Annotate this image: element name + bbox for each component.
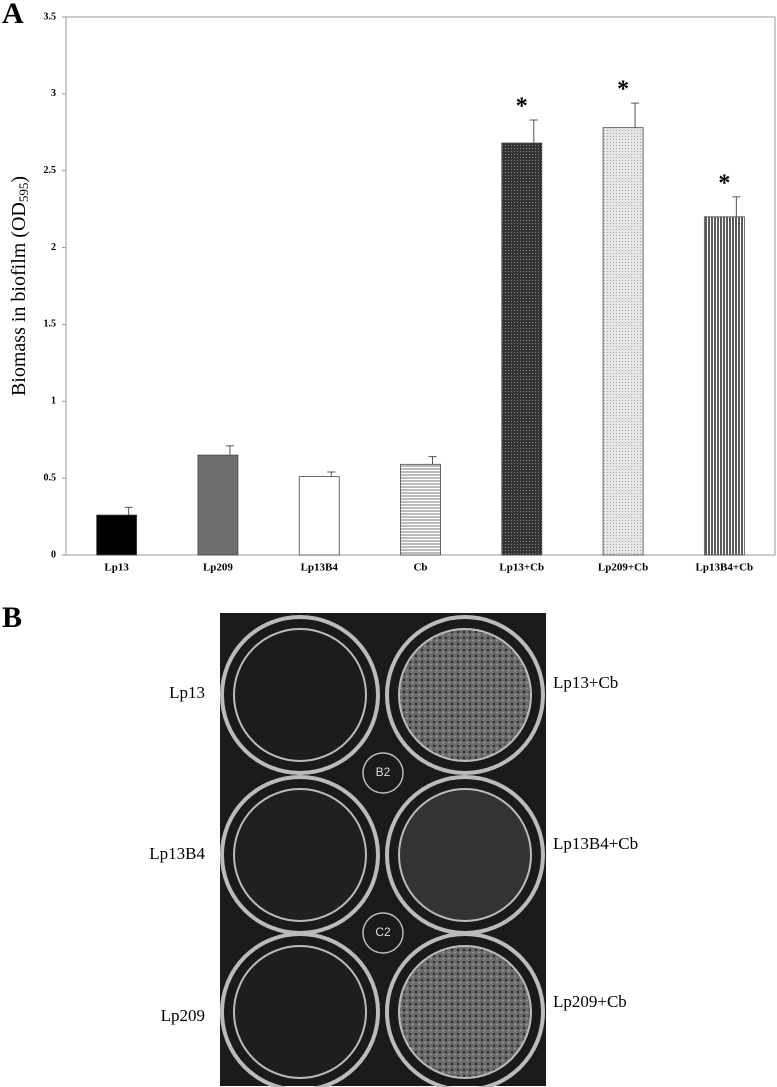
error-bar [631, 102, 640, 128]
significance-mark: * [718, 170, 730, 196]
x-tick-label: Lp13 [104, 562, 129, 574]
well-label: Lp13B4+Cb [553, 834, 638, 853]
error-bar [327, 471, 336, 477]
bar [400, 463, 441, 556]
bar [602, 127, 644, 556]
y-label-sub: 595 [16, 183, 31, 203]
bar [197, 454, 239, 556]
bar [96, 514, 138, 556]
well-label: Lp13+Cb [553, 673, 618, 692]
y-label-end: ) [8, 176, 30, 183]
bar [501, 142, 543, 556]
x-tick-label: Lp209+Cb [598, 562, 648, 574]
bar-group [96, 102, 745, 556]
panel-label: B [2, 601, 22, 634]
panel-label: A [2, 0, 24, 30]
y-tick-label: 0 [51, 549, 56, 560]
error-bar [124, 506, 133, 516]
error-bar [428, 456, 437, 465]
error-bar [529, 119, 538, 144]
bar [703, 216, 745, 556]
x-tick-label: Cb [413, 562, 427, 574]
well-mark: B2 [376, 765, 391, 779]
well-mark: C2 [375, 925, 391, 939]
y-tick-label: 0.5 [44, 472, 57, 483]
significance-mark: * [516, 93, 528, 119]
bar [298, 476, 340, 556]
well-label: Lp13 [169, 683, 205, 702]
y-tick-label: 3.5 [44, 11, 57, 22]
x-tick-label: Lp13B4+Cb [696, 562, 754, 574]
significance-mark: * [617, 77, 629, 103]
y-tick-label: 3 [51, 88, 56, 99]
x-tick-label: Lp13+Cb [499, 562, 544, 574]
y-tick-label: 1 [51, 396, 56, 407]
error-bar [225, 445, 234, 456]
y-tick-label: 2 [51, 242, 56, 253]
well-label: Lp13B4 [149, 844, 205, 863]
y-tick-label: 2.5 [44, 165, 57, 176]
y-tick-label: 1.5 [44, 319, 57, 330]
plate-photo: B2 C2 [220, 613, 546, 1087]
y-label-text: Biomass in biofilm (OD [8, 202, 30, 396]
well-label: Lp209 [161, 1006, 205, 1025]
error-bar [732, 196, 741, 217]
x-tick-label: Lp13B4 [301, 562, 339, 574]
y-axis-label: Biomass in biofilm (OD595) [8, 176, 31, 396]
x-tick-label: Lp209 [203, 562, 233, 574]
well-label: Lp209+Cb [553, 992, 627, 1011]
